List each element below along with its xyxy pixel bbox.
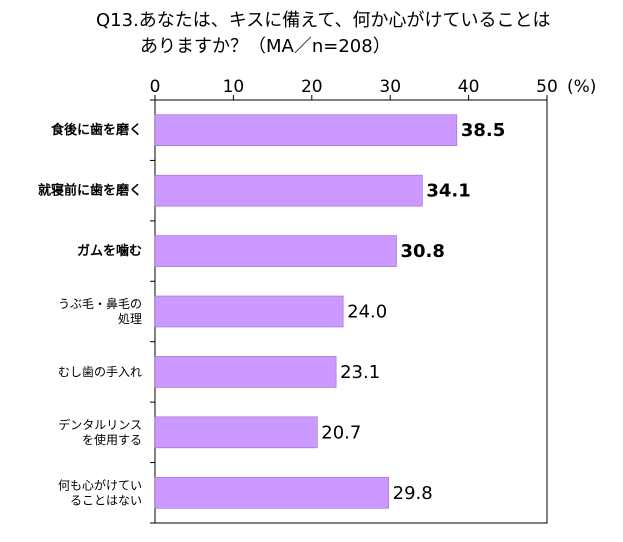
bar [154, 174, 423, 207]
value-label: 20.7 [321, 422, 361, 443]
category-label: うぶ毛・鼻毛の [58, 296, 142, 311]
bar [154, 295, 344, 328]
x-tick-label: 20 [301, 77, 323, 97]
category-label: むし歯の手入れ [58, 365, 142, 379]
category-label: 何も心がけてい [58, 477, 142, 492]
x-tick-label: 50 [536, 77, 558, 97]
value-label: 29.8 [393, 483, 433, 504]
bar [154, 476, 389, 509]
category-label: デンタルリンス [58, 417, 142, 432]
value-label: 34.1 [426, 181, 470, 202]
value-label: 30.8 [400, 241, 444, 262]
bar [154, 356, 337, 388]
value-label: 23.1 [340, 362, 380, 383]
x-tick-label: 40 [458, 77, 480, 97]
title-line-2: ありますか？（MA／n=208） [140, 36, 391, 57]
x-tick-label: 10 [223, 77, 245, 97]
bar [154, 114, 458, 147]
category-label: 処理 [118, 312, 142, 326]
x-tick-label: 0 [150, 77, 161, 97]
category-label: ることはない [70, 493, 142, 507]
category-label: ガムを噛む [77, 243, 142, 259]
bar [154, 235, 397, 267]
x-unit-label: (%) [567, 77, 596, 97]
value-label: 24.0 [347, 302, 387, 323]
category-label: を使用する [82, 432, 142, 447]
bar [154, 416, 318, 449]
title-line-1: Q13.あなたは、キスに備えて、何か心がけていることは [96, 10, 551, 31]
category-label: 食後に歯を磨く [51, 122, 142, 138]
x-tick-label: 30 [379, 77, 401, 97]
category-label: 就寝前に歯を磨く [38, 183, 142, 199]
value-label: 38.5 [461, 120, 505, 141]
